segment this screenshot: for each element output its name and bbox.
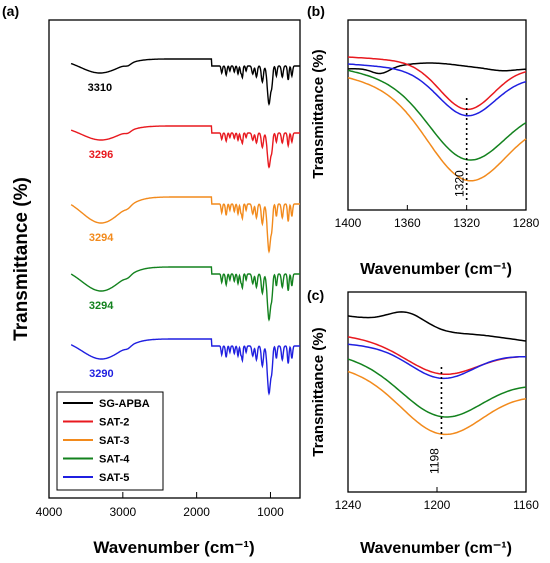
panel-b-x-axis-title: Wavenumber (cm⁻¹)	[360, 261, 512, 278]
panel-b-y-axis-title: Transmittance (%)	[310, 49, 327, 178]
panel-c-line-sat-3	[347, 370, 527, 436]
panel-a-x-axis-title: Wavenumber (cm⁻¹)	[93, 538, 254, 557]
panel-c-x-axis-title: Wavenumber (cm⁻¹)	[360, 540, 512, 557]
panel-a-spectra	[70, 58, 300, 396]
panel-c-line-sat-2	[347, 336, 526, 375]
spectrum-line-sg-apba	[70, 58, 300, 106]
panel-c-tick-label: 1240	[335, 498, 362, 512]
spectrum-line-sat-4	[70, 266, 300, 322]
panel-b-tick-label: 1320	[453, 216, 480, 230]
panel-b-tick-label: 1280	[513, 216, 540, 230]
legend-label-sat-3: SAT-3	[99, 435, 129, 447]
panel-c-tick-label: 1200	[424, 498, 451, 512]
spectrum-line-sat-2	[70, 125, 300, 169]
panel-c-x-ticks: 1240 1200 1160	[335, 487, 539, 512]
peak-label-sat-3: 3294	[89, 232, 114, 244]
panel-b-line-sat-5	[347, 63, 527, 117]
panel-a-tick-label: 2000	[183, 505, 210, 519]
panel-b-line-sat-4	[347, 69, 527, 161]
panel-a-peak-annotations: 3310 3296 3294 3294 3290	[88, 82, 115, 380]
panel-c-tick-label: 1160	[513, 498, 539, 512]
panel-c-spectra	[347, 311, 527, 436]
panel-a-tick-label: 1000	[257, 505, 284, 519]
peak-label-sat-5: 3290	[89, 368, 113, 380]
panel-c-line-sat-5	[347, 343, 526, 380]
panel-a-x-ticks: 4000 3000 2000 1000	[36, 492, 284, 519]
panel-b-peak-marker-label: 1320	[453, 170, 467, 197]
panel-a-tick-label: 4000	[36, 505, 63, 519]
panel-a-label: (a)	[2, 3, 19, 19]
panel-c-peak-marker-label: 1198	[427, 448, 441, 474]
legend-label-sat-4: SAT-4	[99, 454, 130, 466]
spectrum-line-sat-3	[70, 196, 300, 254]
panel-c-y-axis-title: Transmittance (%)	[310, 327, 327, 456]
panel-a-y-axis-title: Transmittance (%)	[11, 177, 32, 341]
peak-label-sg-apba: 3310	[88, 82, 112, 94]
panel-c-line-sat-4	[347, 358, 527, 418]
panel-b-tick-label: 1360	[394, 216, 421, 230]
panel-c-label: (c)	[307, 287, 324, 303]
panel-a-tick-label: 3000	[109, 505, 136, 519]
panel-b-line-sg-apba	[348, 62, 527, 75]
panel-b-tick-label: 1400	[335, 216, 362, 230]
panel-b-spectra	[347, 56, 527, 182]
legend: SG-APBA SAT-2 SAT-3 SAT-4 SAT-5	[56, 391, 164, 491]
panel-b-line-sat-2	[347, 56, 527, 111]
peak-label-sat-4: 3294	[89, 300, 114, 312]
legend-label-sat-2: SAT-2	[99, 417, 129, 429]
panel-b-label: (b)	[307, 3, 325, 19]
panel-b-line-sat-3	[347, 76, 527, 182]
legend-label-sat-5: SAT-5	[99, 472, 129, 484]
panel-b-x-ticks: 1400 1360 1320 1280	[335, 205, 540, 230]
peak-label-sat-2: 3296	[89, 149, 113, 161]
panel-a-frame	[48, 19, 301, 499]
legend-label-sg-apba: SG-APBA	[99, 398, 150, 410]
panel-b-frame	[347, 19, 527, 211]
panel-c-line-sg-apba	[347, 311, 527, 342]
spectrum-line-sat-5	[70, 338, 300, 396]
